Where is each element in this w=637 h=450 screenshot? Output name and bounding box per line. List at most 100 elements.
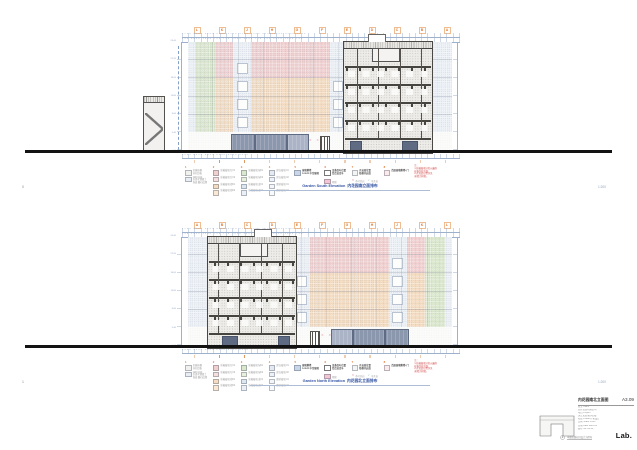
- ground-slab: [345, 138, 431, 140]
- caption-english: Garden North Elevation: [302, 379, 346, 383]
- project-info: 业主 Client 西岸置业有限公司 项目 Project 滨江实验室办公楼 阶段 Ph…: [578, 406, 634, 431]
- text-line: 18.00: [170, 76, 176, 79]
- legend-label: 彩釉玻璃 蓝01: [248, 378, 264, 381]
- text-line: 西岸置业有限公司: [578, 409, 597, 412]
- legend-symbol: 预留: [324, 178, 337, 185]
- legend-label: 彩釉玻璃 橙01: [220, 378, 236, 381]
- legend-item: 彩釉玻璃 蓝01: [240, 183, 263, 190]
- legend-label: 设备百叶位置 铝合金百叶: [332, 170, 346, 175]
- legend-item: 彩釉玻璃 红01: [212, 170, 235, 176]
- legend-swatch: [212, 170, 220, 176]
- penthouse: [240, 243, 268, 257]
- panel-legend: 1 金属格栅 穿孔铝板 GRC挂板 仿清水混凝土 饰面 细石纹理 2 彩釉玻璃 红01 彩釉玻璃…: [185, 360, 437, 392]
- legend-label: 玻璃幕墙 Low-E 中空玻璃: [302, 170, 319, 175]
- building-section-cut: [343, 34, 433, 154]
- legend-group: 2 彩釉玻璃 红01 彩釉玻璃 红02 彩釉玻璃 橙01 彩釉玻璃 橙02: [212, 360, 236, 392]
- legend-group: 5 玻璃幕墙 Low-E 中空玻璃: [294, 165, 319, 177]
- legend-label: 首层玻璃幕墙+门: [391, 170, 409, 172]
- facade-orange-panels: [251, 78, 330, 132]
- window-row: [348, 71, 428, 77]
- legend-item: GRC挂板 仿清水混凝土 饰面 细石纹理: [185, 176, 207, 185]
- text-line: 滨江实验室办公楼: [578, 415, 597, 418]
- legend-group: 1 金属格栅 穿孔铝板 GRC挂板 仿清水混凝土 饰面 细石纹理: [185, 165, 207, 186]
- legend-swatch: [240, 170, 248, 176]
- drawing-caption: Garden North Elevation 内花园北立面排布: [250, 379, 430, 386]
- legend-item: 金属格栅 穿孔铝板: [185, 365, 207, 371]
- caption-chinese: 内花园南立面排布: [347, 184, 378, 188]
- legend-swatch: [240, 183, 248, 190]
- text-line: 13.80: [170, 94, 176, 97]
- legend-item: GRC挂板 仿清水混凝土 饰面 细石纹理: [185, 371, 208, 380]
- legend-group: 4 超白玻璃 01 超白玻璃 02 磨砂玻璃 01 磨砂玻璃 02: [268, 165, 289, 197]
- legend-key: 2: [212, 360, 215, 364]
- legend-label: GRC挂板 仿清水混凝土 饰面 细石纹理: [192, 371, 208, 380]
- legend-label: 磨砂玻璃 02: [276, 190, 289, 193]
- title-block: 内花园南北立面图 A3.09 业主 Client 西岸置业有限公司 项目 Proje…: [538, 393, 634, 447]
- legend-swatch: [268, 183, 276, 190]
- legend-swatch: [324, 178, 331, 185]
- legend-symbol: ✕ 不可开启: [351, 373, 365, 378]
- legend-label: 磨砂玻璃 01: [276, 183, 289, 186]
- facade-green-panels: [195, 42, 215, 132]
- legend-key: 5: [294, 360, 296, 364]
- legend-label: 金属格栅 穿孔铝板: [192, 170, 202, 175]
- legend-label: 彩釉玻璃 蓝02: [248, 385, 264, 388]
- storefront-panel: [255, 134, 287, 151]
- panel-legend: 1 金属格栅 穿孔铝板 GRC挂板 仿清水混凝土 饰面 细石纹理 2 彩釉玻璃 红01 彩釉玻璃…: [185, 165, 437, 197]
- legend-group: 4 超白玻璃 01 超白玻璃 02 磨砂玻璃 01 磨砂玻璃 02: [268, 360, 289, 392]
- elevation-building: ✕ ✕: [188, 34, 452, 154]
- legend-item: 超白玻璃 02: [268, 371, 289, 378]
- legend-item: 彩釉玻璃 绿01: [240, 170, 264, 176]
- legend-item: 彩釉玻璃 绿02: [240, 176, 264, 183]
- legend-swatch: [212, 371, 220, 378]
- legend-label: 彩釉玻璃 绿02: [248, 176, 264, 179]
- stair-roof-hatch: [144, 97, 164, 103]
- legend-item: 彩釉玻璃 绿01: [240, 365, 264, 371]
- legend-swatch: [324, 373, 331, 380]
- level-ticks-right: [453, 42, 458, 150]
- figure-number: 1: [22, 379, 24, 384]
- legend-label: 彩釉玻璃 橙02: [220, 190, 236, 193]
- legend-group: 6 设备百叶位置 铝合金百叶 预留: [324, 360, 346, 380]
- facade-orange-panels: [215, 78, 233, 132]
- title-block-footer: 本图纸版权归设计方所有: [560, 435, 593, 440]
- figure-number: 0: [22, 184, 24, 189]
- legend-label: 彩釉玻璃 绿01: [248, 170, 264, 172]
- legend-item: 设备百叶位置 铝合金百叶: [324, 170, 346, 176]
- legend-item: 开启扇位置 隐框开启扇: [351, 365, 378, 371]
- facade-louver-strip: [233, 42, 251, 132]
- legend-swatch: [240, 190, 248, 196]
- legend-group: 6 设备百叶位置 铝合金百叶 预留: [324, 165, 346, 185]
- text-line: 5.40: [171, 326, 176, 329]
- legend-symbols: 预留: [324, 178, 345, 185]
- text-line: 13.80: [170, 289, 176, 292]
- louver-block: [237, 117, 248, 128]
- legend-item: 彩釉玻璃 橙01: [212, 183, 236, 190]
- stair-flight: [145, 129, 163, 145]
- legend-swatch: [351, 170, 359, 176]
- legend-group: 2 彩釉玻璃 红01 彩釉玻璃 红02 彩釉玻璃 橙01 彩釉玻璃 橙02: [212, 165, 236, 197]
- legend-symbol: 预留: [324, 373, 337, 380]
- legend-label: 玻璃幕墙 Low-E 中空玻璃: [302, 365, 319, 370]
- legend-red-note: 注: 1.彩釉玻璃分色以最终 样板封样为准; 2.开启扇位置详见 幕墙大样图。: [414, 165, 437, 179]
- beam-row: [346, 86, 430, 89]
- legend-item: 金属格栅 穿孔铝板: [185, 170, 207, 176]
- legend-label: 彩釉玻璃 绿01: [248, 365, 264, 367]
- beam-row: [346, 122, 430, 125]
- window-row: [212, 284, 292, 290]
- floor-slab: [345, 66, 431, 68]
- dimension-values: 750 3450 3450 750 750 3450 3450 750 750 …: [182, 232, 304, 235]
- north-arrow-icon: [560, 435, 565, 440]
- dimension-values: 2250 4200 4200 4200 4200 4200 4200 4200 …: [182, 228, 307, 230]
- legend-item: 彩釉玻璃 橙02: [212, 190, 236, 196]
- legend-group: 5 玻璃幕墙 Low-E 中空玻璃: [294, 360, 319, 372]
- legend-key: 3: [240, 360, 243, 364]
- legend-key: 7: [351, 165, 354, 169]
- legend-label: 开启扇位置 隐框开启扇: [359, 365, 371, 370]
- sheet-number: A3.09: [621, 397, 634, 402]
- legend-label: 彩釉玻璃 橙01: [220, 183, 236, 186]
- text-line: 26.40: [170, 235, 176, 237]
- legend-swatch: [212, 378, 220, 385]
- window-row: [212, 266, 292, 272]
- legend-item: 首层玻璃幕墙+门: [383, 365, 409, 371]
